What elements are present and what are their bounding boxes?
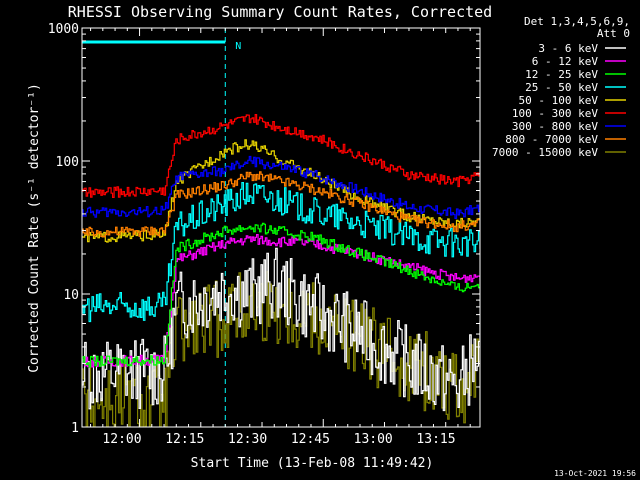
series-trace-25-50-keV (82, 182, 480, 323)
y-tick-label: 100 (56, 155, 79, 170)
axes: 1 10 100 1000 12:00 12:15 12:30 12:45 13:00 13:15 (48, 22, 481, 447)
plot-frame (81, 27, 481, 428)
chart-title: RHESSI Observing Summary Count Rates, Co… (68, 3, 492, 21)
series-trace-7000-15000-keV (82, 271, 480, 427)
footer-timestamp: 13-Oct-2021 19:56 (554, 469, 636, 478)
legend-entry-label: 6 - 12 keV (532, 55, 599, 68)
series-trace-12-25-keV (82, 222, 480, 368)
legend-entry-label: 50 - 100 keV (519, 94, 599, 107)
legend-header: Att 0 (597, 27, 630, 40)
x-tick-label: 12:30 (228, 432, 267, 447)
legend-entry-label: 3 - 6 keV (538, 42, 598, 55)
legend-entry-label: 800 - 7000 keV (505, 133, 598, 146)
y-tick-label: 10 (63, 288, 79, 303)
series-trace-300-800-keV (82, 155, 480, 219)
legend-entry-label: 300 - 800 keV (512, 120, 598, 133)
legend-entry-label: 100 - 300 keV (512, 107, 598, 120)
x-axis-label: Start Time (13-Feb-08 11:49:42) (191, 456, 434, 471)
series-trace-100-300-keV (82, 114, 480, 198)
legend-entry-label: 25 - 50 keV (525, 81, 598, 94)
series-trace-3-6-keV (82, 247, 480, 412)
legend-entry-label: 7000 - 15000 keV (492, 146, 598, 159)
series-trace-800-7000-keV (82, 171, 480, 238)
x-tick-label: 13:00 (354, 432, 393, 447)
x-tick-label: 12:15 (165, 432, 204, 447)
series-layer (82, 114, 480, 427)
x-tick-label: 12:45 (291, 432, 330, 447)
legend-entry-label: 12 - 25 keV (525, 68, 598, 81)
x-tick-label: 12:00 (102, 432, 141, 447)
legend-header: Det 1,3,4,5,6,9, (524, 15, 630, 28)
y-axis-label: Corrected Count Rate (s⁻¹ detector⁻¹) (27, 83, 42, 373)
y-tick-label: 1000 (48, 22, 79, 37)
x-tick-label: 13:15 (416, 432, 455, 447)
marker-label: N (235, 41, 241, 52)
y-tick-label: 1 (71, 421, 79, 436)
